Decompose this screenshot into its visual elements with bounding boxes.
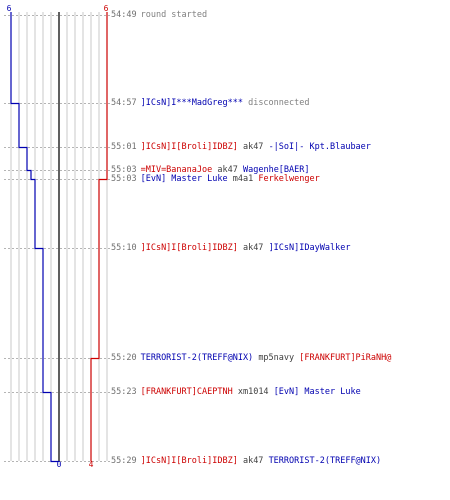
event-actor: ]ICsN]I[Broli]IDBZ] <box>140 142 238 152</box>
event-time: 55:20 <box>111 353 137 363</box>
event-row: 55:20 TERRORIST-2(TREFF@NIX) mp5navy [FRA… <box>111 353 391 363</box>
event-victim: [EvN] Master Luke <box>273 387 361 397</box>
blue-start-count: 6 <box>7 4 12 13</box>
event-actor: ]ICsN]I***MadGreg*** <box>140 98 243 108</box>
event-actor: TERRORIST-2(TREFF@NIX) <box>140 353 254 363</box>
event-weapon: xm1014 <box>237 387 269 397</box>
event-time: 55:03 <box>111 165 137 175</box>
event-row: 54:49 round started <box>111 10 207 20</box>
event-weapon: mp5navy <box>258 353 295 363</box>
event-row: 55:10]ICsN]I[Broli]IDBZ] ak47 ]ICsN]IDay… <box>111 243 350 253</box>
event-time: 54:57 <box>111 98 137 108</box>
event-victim: ]ICsN]IDayWalker <box>268 243 351 253</box>
event-weapon: ak47 <box>217 165 238 175</box>
event-time: 55:10 <box>111 243 137 253</box>
event-weapon: m4a1 <box>232 174 254 184</box>
event-weapon: ak47 <box>242 142 264 152</box>
event-row: 55:03 [EvN] Master Luke m4a1 Ferkelwenger <box>111 174 320 184</box>
event-note: round started <box>140 10 208 20</box>
event-victim: -|SoI|- Kpt.Blaubaer <box>268 142 371 152</box>
event-victim: Wagenhe[BAER] <box>242 165 310 175</box>
event-actor: [EvN] Master Luke <box>140 174 228 184</box>
red-start-count: 6 <box>104 4 109 13</box>
event-actor: [FRANKFURT]CAEPTNH <box>140 387 233 397</box>
event-weapon: ak47 <box>242 456 264 466</box>
red-end-count: 4 <box>89 460 94 469</box>
event-note: disconnected <box>248 98 310 108</box>
event-actor: =MIV=BananaJoe <box>140 165 213 175</box>
event-actor: ]ICsN]I[Broli]IDBZ] <box>140 456 238 466</box>
event-time: 55:29 <box>111 456 137 466</box>
event-victim: [FRANKFURT]PiRaNH@ <box>299 353 392 363</box>
event-row: 55:29]ICsN]I[Broli]IDBZ] ak47 TERRORIST-… <box>111 456 381 466</box>
event-time: 55:23 <box>111 387 137 397</box>
event-actor: ]ICsN]I[Broli]IDBZ] <box>140 243 238 253</box>
event-row: 54:57]ICsN]I***MadGreg*** disconnected <box>111 98 310 108</box>
event-time: 54:49 <box>111 10 137 20</box>
event-victim: Ferkelwenger <box>258 174 320 184</box>
event-weapon: ak47 <box>242 243 264 253</box>
event-row: 55:23 [FRANKFURT]CAEPTNH xm1014 [EvN] Mas… <box>111 387 361 397</box>
event-row: 55:01]ICsN]I[Broli]IDBZ] ak47 -|SoI|- Kp… <box>111 142 371 152</box>
event-time: 55:01 <box>111 142 137 152</box>
blue-end-count: 0 <box>57 460 62 469</box>
red-team-alive-line <box>90 12 108 462</box>
blue-team-alive-line <box>10 12 60 463</box>
event-victim: TERRORIST-2(TREFF@NIX) <box>268 456 382 466</box>
event-row: 55:03 =MIV=BananaJoe ak47 Wagenhe[BAER] <box>111 165 310 175</box>
event-time: 55:03 <box>111 174 137 184</box>
